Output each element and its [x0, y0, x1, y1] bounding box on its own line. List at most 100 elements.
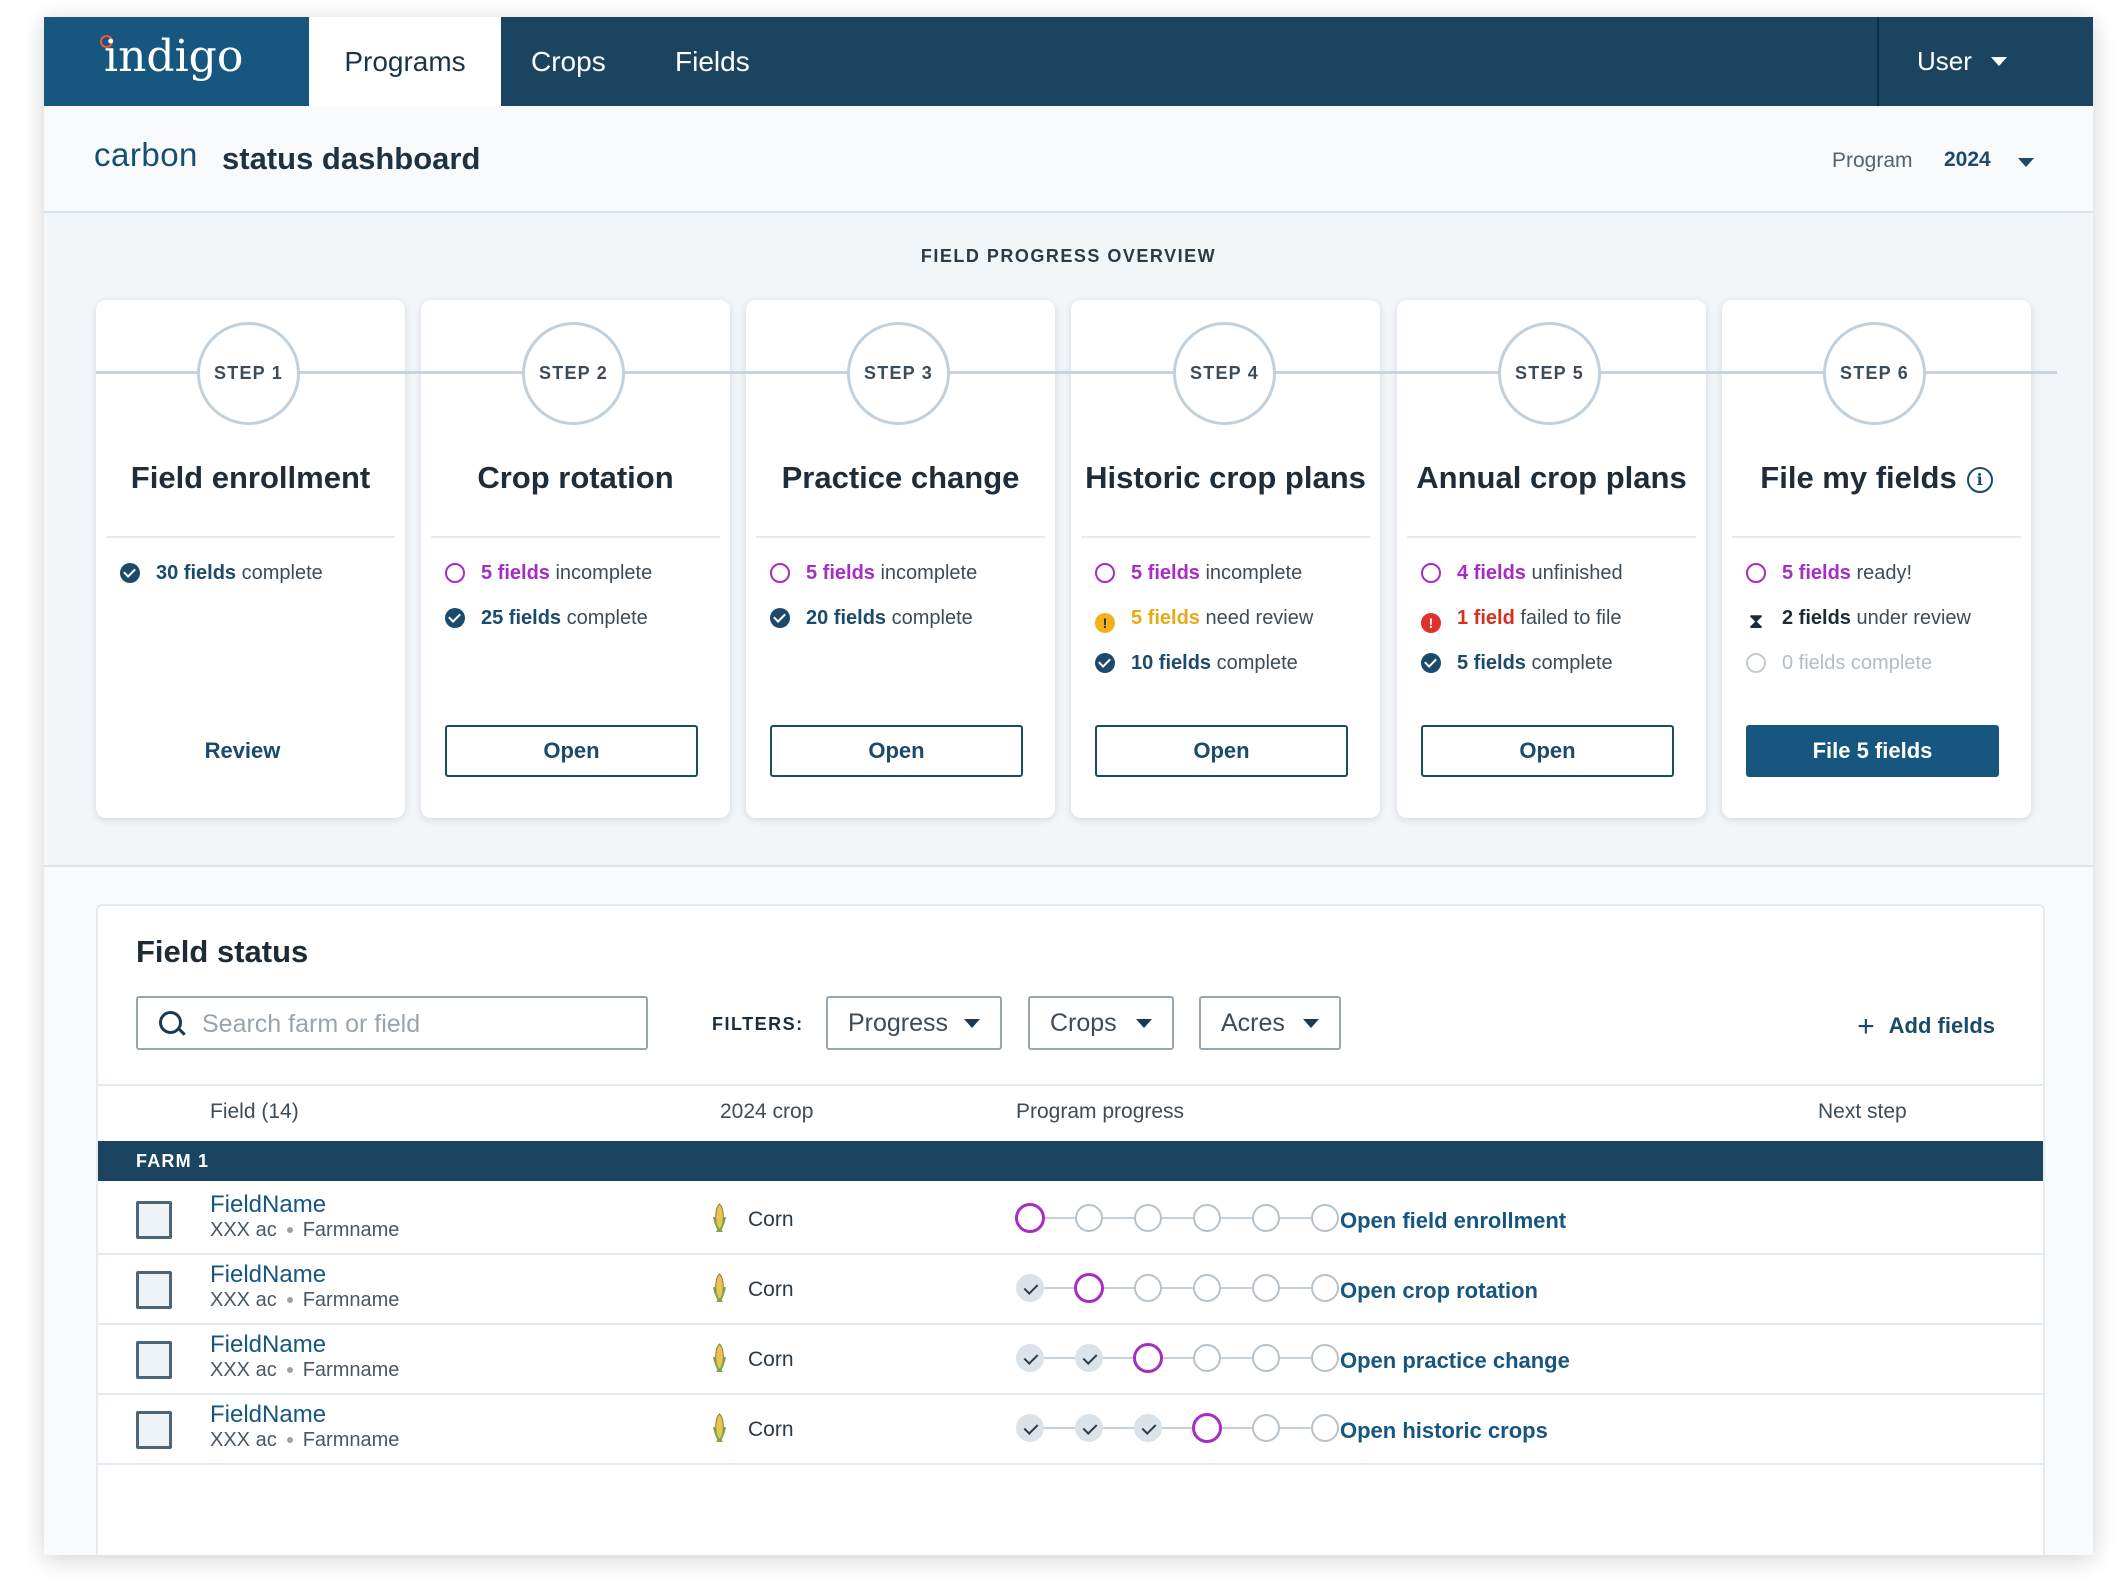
field-meta: XXX ac Farmname: [210, 1289, 399, 1312]
next-step-link[interactable]: Open crop rotation: [1340, 1278, 1538, 1303]
program-progress: [1016, 1342, 1466, 1374]
check-circle-icon: [1421, 653, 1441, 673]
filter-acres[interactable]: Acres: [1199, 996, 1341, 1050]
program-progress: [1015, 1202, 1466, 1234]
card-title: Annual crop plans: [1416, 460, 1687, 495]
step-4-badge: STEP 4: [1173, 322, 1276, 425]
progress-step-pending-icon: [1075, 1204, 1103, 1232]
search-box[interactable]: [136, 996, 648, 1050]
stat-count: 5 fields: [1457, 652, 1526, 674]
nav-tab-crops[interactable]: Crops: [531, 46, 606, 77]
open-button[interactable]: Open: [770, 725, 1023, 777]
progress-connector: [1278, 1427, 1313, 1429]
field-name-link[interactable]: FieldName: [210, 1401, 327, 1428]
info-icon[interactable]: i: [1966, 467, 1993, 493]
next-step-link[interactable]: Open field enrollment: [1340, 1208, 1567, 1233]
filter-label: Acres: [1221, 1009, 1285, 1037]
next-step-link[interactable]: Open practice change: [1340, 1348, 1570, 1373]
stat-line: 5 fields complete: [1421, 652, 1613, 675]
step-2-badge: STEP 2: [522, 322, 625, 425]
add-fields-button[interactable]: + Add fields: [1857, 1010, 1995, 1044]
column-header-next-step[interactable]: Next step: [1818, 1100, 1907, 1123]
progress-step-current-icon: [1074, 1273, 1104, 1303]
column-header-progress[interactable]: Program progress: [1016, 1100, 1185, 1123]
progress-connector: [1042, 1357, 1077, 1359]
progress-connector: [1042, 1217, 1077, 1219]
stat-line: 0 fields complete: [1746, 652, 1932, 675]
column-header-crop[interactable]: 2024 crop: [720, 1100, 814, 1123]
stat-count: 5 fields: [1782, 562, 1851, 584]
file-fields-button[interactable]: File 5 fields: [1746, 725, 1999, 777]
stat-line: 5 fields incomplete: [1095, 562, 1302, 585]
step-card-file-my-fields: File my fields i 5 fields ready! ⧗ 2 field…: [1722, 300, 2031, 818]
card-title: Field enrollment: [130, 460, 371, 495]
search-input[interactable]: [200, 1008, 634, 1040]
crop-label: Corn: [748, 1348, 794, 1371]
progress-step-current-icon: [1133, 1343, 1163, 1373]
progress-connector: [1042, 1427, 1077, 1429]
indigo-logo[interactable]: indigo: [44, 17, 309, 106]
progress-step-done-icon: [1075, 1414, 1103, 1442]
stat-count: 0 fields complete: [1782, 652, 1933, 674]
stat-text: need review: [1199, 607, 1314, 629]
next-step-link[interactable]: Open historic crops: [1340, 1418, 1548, 1443]
crop-label: Corn: [748, 1278, 794, 1301]
progress-step-pending-icon: [1311, 1274, 1339, 1302]
plus-icon: +: [1857, 1010, 1875, 1043]
stat-text: incomplete: [1199, 562, 1303, 584]
stat-line: 10 fields complete: [1095, 652, 1298, 675]
progress-step-pending-icon: [1252, 1344, 1280, 1372]
table-row[interactable]: FieldName XXX ac Farmname Corn Open histo…: [98, 1393, 2043, 1465]
nav-tab-programs[interactable]: Programs: [309, 17, 501, 106]
stat-count: 20 fields: [806, 607, 887, 629]
progress-connector: [1219, 1427, 1254, 1429]
stat-count: 25 fields: [481, 607, 562, 629]
stat-count: 2 fields: [1782, 607, 1851, 629]
search-icon: [159, 1011, 182, 1034]
stat-count: 10 fields: [1131, 652, 1212, 674]
divider: [756, 536, 1045, 538]
progress-step-pending-icon: [1252, 1204, 1280, 1232]
stat-line: ! 1 field failed to file: [1421, 607, 1622, 633]
card-title: Practice change: [781, 460, 1020, 495]
field-name-link[interactable]: FieldName: [210, 1261, 327, 1288]
logo-dot-icon: [100, 35, 113, 48]
nav-tab-fields[interactable]: Fields: [675, 46, 750, 77]
card-title: Historic crop plans: [1085, 460, 1366, 495]
stat-text: under review: [1850, 607, 1971, 629]
stat-text: complete: [236, 562, 323, 584]
field-acres: XXX ac: [210, 1359, 277, 1381]
progress-connector: [1219, 1357, 1254, 1359]
table-row[interactable]: FieldName XXX ac Farmname Corn Open field…: [98, 1183, 2043, 1255]
progress-connector: [1219, 1217, 1254, 1219]
field-name-link[interactable]: FieldName: [210, 1191, 327, 1218]
stat-count: 4 fields: [1457, 562, 1526, 584]
table-row[interactable]: FieldName XXX ac Farmname Corn Open crop …: [98, 1253, 2043, 1325]
field-meta: XXX ac Farmname: [210, 1359, 399, 1382]
open-button[interactable]: Open: [1421, 725, 1674, 777]
open-circle-icon: [1095, 563, 1115, 583]
app-window: indigo Programs Crops Fields User carbon…: [44, 17, 2093, 1555]
chevron-down-icon[interactable]: [2018, 158, 2034, 167]
user-menu[interactable]: User: [1877, 17, 2093, 106]
progress-step-pending-icon: [1134, 1274, 1162, 1302]
progress-step-done-icon: [1075, 1344, 1103, 1372]
review-link[interactable]: Review: [204, 738, 281, 763]
program-select[interactable]: 2024: [1944, 148, 1991, 171]
corn-icon: [713, 1343, 726, 1372]
stat-text: complete: [1525, 652, 1613, 674]
field-status-panel: Field status FILTERS: Progress Crops Acr…: [96, 904, 2045, 1555]
step-connector: [96, 371, 2057, 374]
filter-progress[interactable]: Progress: [826, 996, 1002, 1050]
open-button[interactable]: Open: [445, 725, 698, 777]
open-button[interactable]: Open: [1095, 725, 1348, 777]
table-row[interactable]: FieldName XXX ac Farmname Corn Open pract…: [98, 1323, 2043, 1395]
chevron-down-icon: [1303, 1019, 1319, 1028]
stat-text: complete: [561, 607, 648, 629]
filter-crops[interactable]: Crops: [1028, 996, 1174, 1050]
field-name-link[interactable]: FieldName: [210, 1331, 327, 1358]
add-fields-label: Add fields: [1888, 1013, 1995, 1038]
crop-label: Corn: [748, 1208, 794, 1231]
column-header-field[interactable]: Field (14): [210, 1100, 299, 1123]
stat-line: ! 5 fields need review: [1095, 607, 1313, 633]
